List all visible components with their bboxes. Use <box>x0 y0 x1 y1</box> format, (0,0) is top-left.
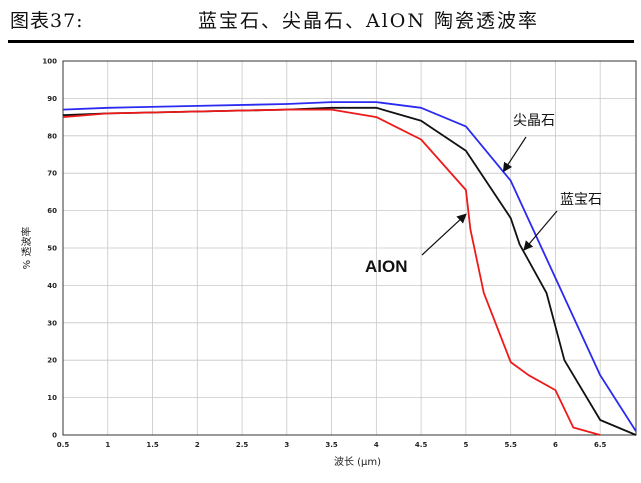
x-axis-label: 波长 (μm) <box>334 455 381 468</box>
x-tick-label: 1 <box>105 441 110 449</box>
x-tick-label: 5 <box>463 441 468 449</box>
x-tick-label: 2 <box>195 441 200 449</box>
x-tick-label: 4.5 <box>415 441 428 449</box>
series-line-spinel <box>62 101 637 432</box>
y-tick-label: 80 <box>47 132 57 140</box>
transmittance-chart: 0.5 1 1.5 2 2.5 3 3.5 4 4.5 5 5.5 6 6.5 0 10 20 30 40 50 6… <box>20 58 637 468</box>
x-tick-label: 5.5 <box>504 441 517 449</box>
y-tick-label: 40 <box>47 282 57 290</box>
y-tick-label: 100 <box>42 58 57 66</box>
annotation-arrow <box>523 210 558 251</box>
y-tick-label: 30 <box>47 319 57 327</box>
y-axis-label: % 透波率 <box>20 227 33 270</box>
y-tick-label: 20 <box>47 357 57 365</box>
plot-frame <box>62 60 637 436</box>
figure-header: 图表37: 蓝宝石、尖晶石、AlON 陶瓷透波率 <box>0 0 641 44</box>
annotation-label: AlON <box>365 257 408 276</box>
figure-number: 图表37: <box>10 10 84 32</box>
series-lines <box>62 101 637 436</box>
annotation-label: 尖晶石 <box>513 113 555 129</box>
series-line-sapphire <box>62 106 637 436</box>
x-tick-label: 6 <box>553 441 558 449</box>
figure-title: 蓝宝石、尖晶石、AlON 陶瓷透波率 <box>198 10 540 32</box>
y-tick-label: 90 <box>47 95 57 103</box>
x-tick-label: 1.5 <box>146 441 159 449</box>
annotation-arrow <box>502 136 527 173</box>
y-axis: 0 10 20 30 40 50 60 70 80 90 100 <box>42 58 57 440</box>
x-tick-label: 4 <box>374 441 379 449</box>
annotation-label: 蓝宝石 <box>560 192 602 208</box>
x-tick-label: 0.5 <box>57 441 70 449</box>
y-tick-label: 10 <box>47 394 57 402</box>
x-tick-label: 3.5 <box>325 441 338 449</box>
series-line-alon <box>62 108 601 436</box>
y-tick-label: 70 <box>47 170 57 178</box>
annotation-arrow <box>421 213 467 256</box>
x-axis: 0.5 1 1.5 2 2.5 3 3.5 4 4.5 5 5.5 6 6.5 <box>57 441 607 449</box>
x-tick-label: 3 <box>284 441 289 449</box>
x-tick-label: 2.5 <box>236 441 249 449</box>
header-rule <box>8 40 634 43</box>
y-tick-label: 60 <box>47 207 57 215</box>
y-tick-label: 50 <box>47 245 57 253</box>
y-tick-label: 0 <box>52 432 57 440</box>
x-tick-label: 6.5 <box>594 441 607 449</box>
